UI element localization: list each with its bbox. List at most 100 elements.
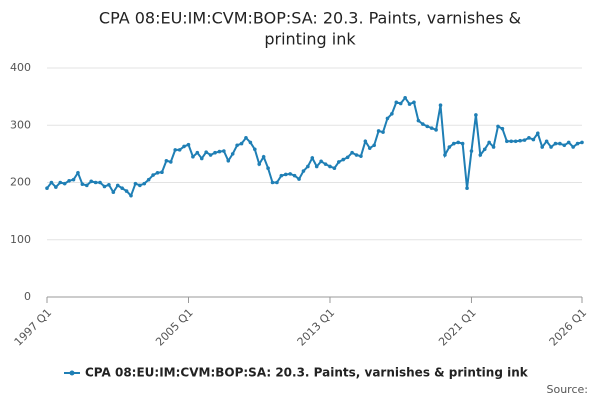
point: [226, 158, 231, 163]
point: [297, 177, 301, 181]
point: [527, 136, 531, 140]
point: [416, 118, 421, 123]
point: [71, 177, 76, 182]
point: [429, 126, 434, 130]
y-tick-label: 200: [10, 176, 31, 189]
point: [513, 139, 518, 144]
point: [460, 141, 465, 146]
point: [160, 170, 164, 174]
point: [54, 185, 58, 189]
x-tick-label: 2026 Q1: [547, 306, 590, 349]
point: [217, 149, 222, 154]
point: [575, 141, 580, 146]
point: [84, 183, 89, 188]
point: [58, 180, 63, 185]
point: [124, 189, 129, 193]
point: [102, 184, 107, 189]
point: [535, 131, 540, 136]
point: [447, 145, 452, 149]
point: [49, 180, 54, 185]
x-tick-label: 2013 Q1: [295, 306, 338, 349]
point: [491, 145, 496, 149]
point: [173, 148, 178, 152]
point: [398, 101, 403, 106]
point: [213, 150, 217, 155]
point: [487, 140, 491, 145]
point: [138, 183, 142, 188]
point: [244, 136, 248, 140]
point: [478, 153, 483, 157]
legend-marker: [69, 370, 75, 376]
point: [270, 180, 275, 185]
point: [253, 147, 257, 152]
point: [310, 156, 315, 160]
point: [363, 139, 368, 144]
point: [482, 147, 487, 152]
point: [421, 122, 425, 126]
point: [558, 141, 562, 146]
point: [323, 162, 328, 166]
point: [111, 190, 116, 195]
point: [376, 129, 381, 133]
point: [76, 170, 80, 175]
y-tick-label: 0: [24, 290, 31, 303]
point: [425, 124, 430, 129]
point: [182, 144, 186, 149]
point: [390, 112, 394, 116]
chart-title: printing ink: [264, 30, 356, 49]
x-tick-label: 2005 Q1: [153, 306, 196, 349]
point: [208, 153, 213, 157]
point: [332, 166, 337, 170]
point: [394, 100, 399, 105]
point: [199, 156, 204, 161]
point: [451, 141, 456, 146]
point: [443, 153, 447, 157]
point: [328, 164, 332, 169]
point: [509, 139, 514, 144]
point: [230, 152, 235, 156]
point: [45, 186, 49, 191]
point: [133, 181, 138, 186]
point: [129, 193, 133, 198]
source: Source:: [547, 383, 589, 396]
point: [403, 95, 407, 100]
point: [456, 140, 460, 145]
legend-label: CPA 08:EU:IM:CVM:BOP:SA: 20.3. Paints, v…: [85, 366, 529, 380]
point: [80, 182, 85, 187]
point: [407, 102, 412, 106]
x-tick-label: 1997 Q1: [12, 306, 55, 349]
point: [98, 180, 102, 185]
point: [292, 173, 297, 178]
point: [146, 177, 151, 182]
point: [359, 154, 363, 158]
point: [169, 160, 173, 164]
point: [261, 154, 266, 159]
point: [434, 128, 438, 132]
point: [345, 155, 350, 160]
point: [544, 139, 549, 144]
point: [505, 139, 509, 144]
point: [385, 116, 390, 121]
point: [283, 172, 288, 177]
point: [553, 141, 558, 146]
point: [120, 186, 124, 191]
point: [566, 140, 571, 145]
point: [500, 126, 505, 131]
point: [531, 137, 536, 142]
point: [195, 150, 200, 155]
y-tick-label: 400: [10, 61, 31, 74]
point: [279, 173, 284, 178]
point: [288, 172, 292, 176]
point: [381, 130, 385, 134]
point: [186, 142, 191, 147]
point: [571, 145, 575, 149]
point: [204, 150, 208, 154]
point: [337, 160, 341, 164]
point: [275, 180, 279, 185]
point: [540, 145, 545, 149]
point: [301, 169, 306, 173]
point: [62, 181, 67, 186]
point: [469, 149, 474, 153]
point: [319, 159, 323, 164]
